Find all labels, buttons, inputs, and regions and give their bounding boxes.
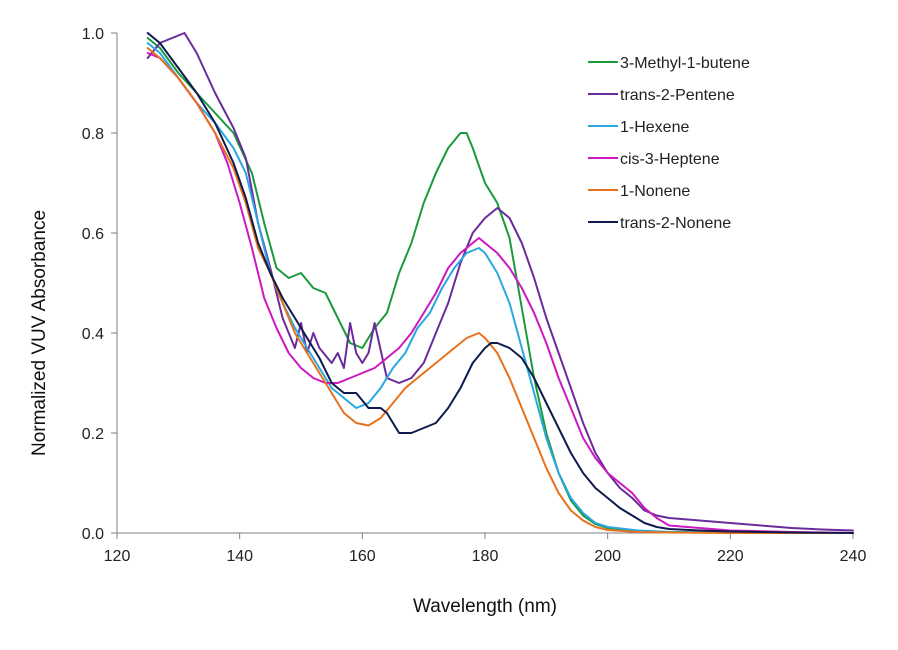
y-tick-label: 0.8	[82, 126, 104, 143]
legend-label-3-methyl-1-butene: 3-Methyl-1-butene	[620, 55, 750, 72]
legend-label-cis-3-heptene: cis-3-Heptene	[620, 151, 720, 168]
legend-label-1-nonene: 1-Nonene	[620, 183, 690, 200]
y-tick-label: 1.0	[82, 26, 104, 43]
legend-label-trans-2-nonene: trans-2-Nonene	[620, 215, 731, 232]
axes: 120 140 160 180 200 220 240 0.0 0.2 0.4 0.6 0.8 1.0	[82, 26, 867, 565]
series-line-3-methyl-1-butene	[146, 37, 854, 534]
series-line-1-hexene	[146, 42, 854, 534]
x-tick-label: 180	[472, 548, 499, 565]
y-tick-label: 0.6	[82, 226, 104, 243]
series-line-trans-2-nonene	[146, 32, 854, 534]
x-tick-label: 160	[349, 548, 376, 565]
y-tick-label: 0.2	[82, 426, 104, 443]
x-tick-label: 200	[594, 548, 621, 565]
x-tick-label: 140	[226, 548, 253, 565]
legend: 3-Methyl-1-butene trans-2-Pentene 1-Hexene…	[588, 55, 750, 232]
series-line-1-nonene	[146, 47, 854, 534]
y-tick-label: 0.4	[82, 326, 104, 343]
x-tick-label: 120	[104, 548, 131, 565]
x-tick-label: 240	[840, 548, 867, 565]
x-axis-title: Wavelength (nm)	[413, 596, 557, 617]
x-tick-label: 220	[717, 548, 744, 565]
y-axis-title: Normalized VUV Absorbance	[29, 210, 50, 456]
series-lines	[146, 32, 854, 534]
series-line-cis-3-heptene	[146, 52, 854, 534]
legend-label-trans-2-pentene: trans-2-Pentene	[620, 87, 735, 104]
y-tick-label: 0.0	[82, 526, 104, 543]
legend-label-1-hexene: 1-Hexene	[620, 119, 689, 136]
